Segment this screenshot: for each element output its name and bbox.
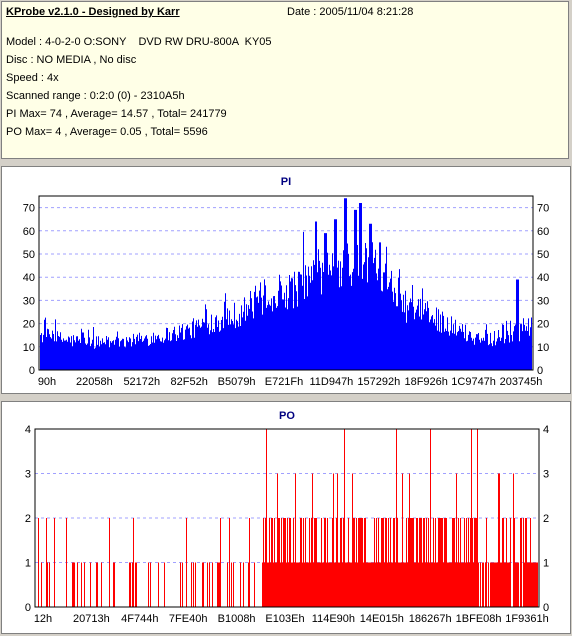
plot-border — [38, 195, 534, 371]
y-tick-label: 60 — [23, 226, 35, 238]
y-tick-label-right: 30 — [537, 295, 549, 307]
scan-date: Date : 2005/11/04 8:21:28 — [287, 6, 414, 18]
x-tick-label: 186267h — [409, 613, 452, 625]
y-tick-label-right: 3 — [543, 469, 549, 481]
y-tick-label-right: 4 — [543, 424, 549, 436]
po-chart-panel: PO 0 0 1 1 2 2 3 3 4 4 12h 20713h 4F744h 7FE40h B1008h E… — [1, 401, 571, 634]
y-tick-label: 30 — [23, 295, 35, 307]
x-tick-label: 114E90h — [312, 613, 355, 625]
model-line: Model : 4-0-2-0 O:SONY DVD RW DRU-800A K… — [6, 36, 272, 48]
pi-series — [40, 198, 532, 370]
x-tick-label: 1F9361h — [505, 613, 548, 625]
speed-line: Speed : 4x — [6, 72, 59, 84]
x-tick-label: 4F744h — [121, 613, 158, 625]
x-tick-label: 203745h — [500, 376, 543, 388]
x-tick-label: E721Fh — [265, 376, 304, 388]
x-tick-label: 7FE40h — [169, 613, 208, 625]
y-tick-label-right: 40 — [537, 272, 549, 284]
y-tick-label: 40 — [23, 272, 35, 284]
y-tick-label: 70 — [23, 203, 35, 215]
x-tick-label: 1BFE08h — [456, 613, 502, 625]
disc-line: Disc : NO MEDIA , No disc — [6, 54, 137, 66]
x-tick-label: 52172h — [123, 376, 160, 388]
y-tick-label: 10 — [23, 342, 35, 354]
y-tick-label-right: 60 — [537, 226, 549, 238]
y-tick-label-right: 20 — [537, 319, 549, 331]
chart-title: PI — [281, 176, 291, 188]
y-tick-label: 50 — [23, 249, 35, 261]
pi-stats-line: PI Max= 74 , Average= 14.57 , Total= 241… — [6, 108, 227, 120]
info-panel: KProbe v2.1.0 - Designed by Karr Date : … — [1, 1, 569, 159]
y-tick-label: 2 — [25, 513, 31, 525]
x-tick-label: 18F926h — [404, 376, 447, 388]
y-tick-label-right: 0 — [537, 365, 543, 377]
y-tick-label: 0 — [25, 602, 31, 614]
y-tick-label-right: 10 — [537, 342, 549, 354]
x-tick-label: 20713h — [73, 613, 110, 625]
pi-chart: PI 0 0 10 10 20 20 30 30 40 40 50 50 60 60 70 70 90h 22058… — [23, 176, 550, 388]
scanned-range-line: Scanned range : 0:2:0 (0) - 2310A5h — [6, 90, 185, 102]
y-tick-label: 3 — [25, 469, 31, 481]
po-stats-line: PO Max= 4 , Average= 0.05 , Total= 5596 — [6, 126, 208, 138]
po-series — [38, 429, 538, 607]
x-tick-label: 22058h — [76, 376, 113, 388]
y-tick-label: 20 — [23, 319, 35, 331]
pi-chart-panel: PI 0 0 10 10 20 20 30 30 40 40 50 50 60 60 70 70 90h 22058… — [1, 166, 571, 394]
app-title: KProbe v2.1.0 - Designed by Karr — [6, 6, 180, 18]
x-tick-label: E103Eh — [265, 613, 304, 625]
y-tick-label-right: 70 — [537, 203, 549, 215]
x-tick-label: 14E015h — [360, 613, 404, 625]
y-tick-label: 1 — [25, 558, 31, 570]
x-tick-label: 82F52h — [171, 376, 208, 388]
y-tick-label: 4 — [25, 424, 31, 436]
y-tick-label: 0 — [29, 365, 35, 377]
y-tick-label-right: 50 — [537, 249, 549, 261]
x-tick-label: 11D947h — [309, 376, 353, 388]
x-tick-label: B1008h — [218, 613, 256, 625]
plot-border — [34, 428, 540, 608]
x-tick-label: B5079h — [218, 376, 256, 388]
chart-title: PO — [279, 410, 295, 422]
x-tick-label: 157292h — [357, 376, 400, 388]
y-tick-label-right: 1 — [543, 558, 549, 570]
x-tick-label: 12h — [34, 613, 52, 625]
x-tick-label: 90h — [38, 376, 56, 388]
y-tick-label-right: 2 — [543, 513, 549, 525]
po-chart: PO 0 0 1 1 2 2 3 3 4 4 12h 20713h 4F744h 7FE40h B1008h E… — [25, 410, 549, 625]
x-tick-label: 1C9747h — [451, 376, 496, 388]
y-tick-label-right: 0 — [543, 602, 549, 614]
